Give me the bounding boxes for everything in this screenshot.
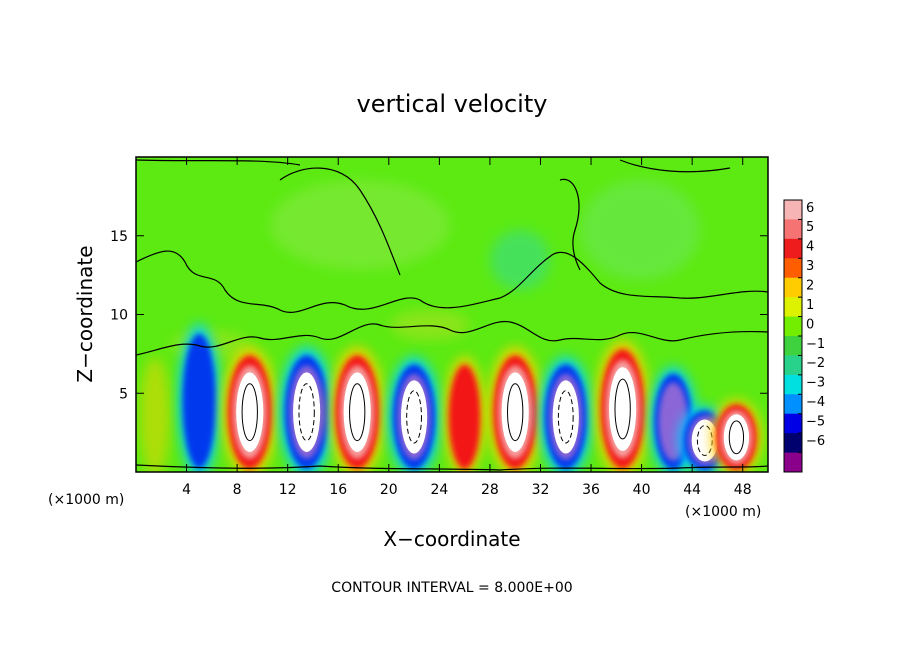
- colorbar-swatch: [784, 452, 802, 473]
- y-tick-label: 5: [119, 386, 128, 402]
- y-axis-ticks: 5 10 15: [110, 229, 768, 402]
- x-tick-label: 8: [233, 482, 242, 498]
- cell-core: [448, 364, 481, 470]
- x-tick-label: 36: [582, 482, 600, 498]
- x-tick-label: 24: [430, 482, 448, 498]
- cell-peak: [609, 367, 637, 451]
- x-tick-label: 20: [380, 482, 398, 498]
- x-tick-label: 40: [633, 482, 651, 498]
- upper-field-patch: [490, 230, 550, 290]
- x-unit-label-left: (×1000 m): [48, 492, 124, 508]
- velocity-cell-updraft: [487, 346, 543, 472]
- colorbar-tick-label: −1: [806, 337, 825, 352]
- colorbar-swatch: [784, 413, 802, 434]
- colorbar-swatch: [784, 316, 802, 337]
- colorbar-tick-label: −3: [806, 376, 825, 391]
- colorbar-tick-label: −5: [806, 415, 825, 430]
- contour-line: [136, 159, 301, 166]
- chart-title: vertical velocity: [357, 90, 548, 118]
- contour-line: [136, 320, 768, 356]
- colorbar-swatch: [784, 219, 802, 240]
- colorbar-tick-label: 6: [806, 201, 814, 216]
- cell-halo: [139, 356, 171, 472]
- cell-core: [182, 333, 216, 469]
- contour-line: [619, 159, 731, 173]
- plot-area: [135, 156, 769, 473]
- colorbar-swatch: [784, 374, 802, 395]
- cell-contour: [557, 390, 574, 444]
- velocity-cell-updraft: [222, 346, 278, 472]
- cell-peak: [293, 372, 321, 452]
- contour-line: [136, 250, 768, 313]
- colorbar-tick-label: 1: [806, 298, 814, 313]
- colorbar-swatch: [784, 355, 802, 376]
- upper-field-patch: [390, 310, 470, 340]
- colorbar-tick-label: 2: [806, 279, 814, 294]
- colorbar-tick-label: 4: [806, 240, 814, 255]
- colorbar-tick-label: 0: [806, 317, 814, 332]
- contour-interval-note: CONTOUR INTERVAL = 8.000E+00: [331, 580, 572, 596]
- colorbar-tick-label: −4: [806, 395, 825, 410]
- x-tick-label: 48: [734, 482, 752, 498]
- velocity-cell-downdraft: [539, 356, 593, 472]
- velocity-cell-updraft: [444, 356, 485, 472]
- x-axis-ticks: 4 8 12 16 20 24 28 32 36 40 44 48: [182, 157, 752, 498]
- colorbar-tick-label: −2: [806, 356, 825, 371]
- contour-line: [279, 167, 401, 276]
- velocity-cell-downdraft: [279, 346, 335, 472]
- x-tick-label: 44: [683, 482, 701, 498]
- colorbar-swatch: [784, 433, 802, 454]
- colorbar-swatch: [784, 336, 802, 356]
- colorbar-swatch: [784, 238, 802, 259]
- velocity-cell-updraft: [710, 399, 762, 472]
- cell-peak: [343, 372, 371, 452]
- cell-peak: [400, 380, 428, 454]
- upper-field-patch: [270, 180, 450, 270]
- x-axis-title: X−coordinate: [383, 527, 520, 551]
- cell-contour: [507, 383, 524, 442]
- colorbar-tick-label: −6: [806, 434, 825, 449]
- contour-lines: [136, 159, 768, 471]
- cell-contour: [728, 420, 745, 455]
- x-tick-label: 16: [329, 482, 347, 498]
- colorbar-swatch: [784, 297, 802, 318]
- velocity-cell-downdraft: [387, 356, 441, 472]
- y-axis-title: Z−coordinate: [73, 245, 97, 382]
- colorbar-swatch: [784, 277, 802, 298]
- cell-contour: [406, 390, 422, 444]
- y-tick-label: 10: [110, 308, 128, 324]
- cell-contour: [241, 383, 258, 442]
- velocity-cell-updraft: [595, 340, 651, 472]
- y-tick-label: 15: [110, 229, 128, 245]
- x-tick-label: 28: [481, 482, 499, 498]
- colorbar-tick-label: 5: [806, 220, 814, 235]
- cell-contour: [298, 383, 315, 442]
- x-unit-label-right: (×1000 m): [685, 504, 761, 520]
- velocity-cells: [139, 323, 762, 472]
- colorbar-tick-label: 3: [806, 259, 814, 274]
- cell-peak: [501, 372, 529, 452]
- cell-peak: [552, 380, 579, 454]
- x-tick-label: 32: [532, 482, 550, 498]
- cell-peak: [691, 419, 718, 462]
- upper-field-patch: [580, 180, 700, 280]
- cell-contour: [349, 383, 366, 442]
- colorbar-swatch: [784, 394, 802, 415]
- colorbar: 6 5 4 3 2 1 0 −1 −2 −3 −4 −5 −6: [783, 199, 825, 473]
- x-tick-label: 12: [279, 482, 297, 498]
- cell-peak: [723, 414, 750, 461]
- colorbar-swatch: [784, 200, 802, 220]
- contour-line: [559, 178, 581, 271]
- velocity-cell-updraft: [139, 356, 171, 472]
- cell-peak: [236, 372, 264, 452]
- cell-contour: [614, 378, 631, 440]
- velocity-cell-updraft: [329, 346, 385, 472]
- velocity-cell-downdraft: [178, 323, 221, 472]
- colorbar-swatch: [784, 258, 802, 279]
- x-tick-label: 4: [182, 482, 191, 498]
